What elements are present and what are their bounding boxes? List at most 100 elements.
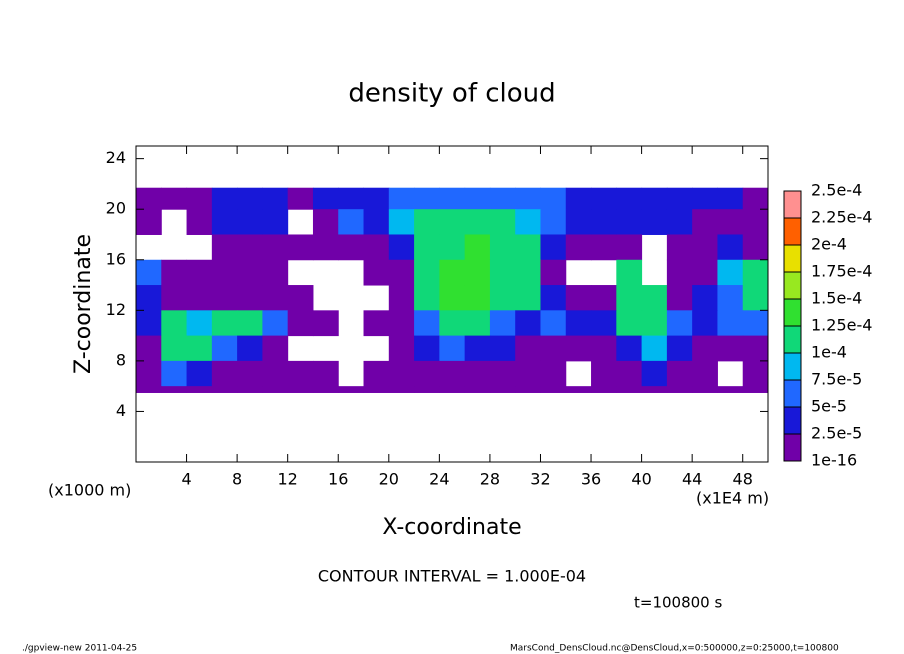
field-cell — [717, 310, 744, 337]
field-cell — [237, 285, 263, 311]
annotation: CONTOUR INTERVAL = 1.000E-04 — [318, 567, 586, 586]
field-cell — [211, 285, 238, 311]
field-cell — [515, 209, 541, 235]
field-cell — [388, 259, 415, 286]
field-cell — [591, 360, 617, 387]
x-tick-label: 24 — [429, 470, 449, 489]
field-cell — [136, 360, 162, 387]
field-cell — [186, 187, 213, 210]
field-cell — [666, 285, 693, 311]
colorbar-label: 2.25e-4 — [811, 208, 872, 227]
field-cell — [489, 360, 516, 387]
colorbar-label: 7.5e-5 — [811, 370, 862, 389]
field-cell — [565, 285, 592, 311]
field-cell — [616, 209, 643, 235]
field-cell — [616, 234, 643, 261]
field-cell — [692, 187, 718, 210]
field-cell — [262, 386, 289, 393]
field-cell — [565, 310, 592, 337]
field-cell — [565, 187, 592, 210]
colorbar-cell — [784, 434, 801, 461]
y-tick-label: 24 — [106, 148, 126, 167]
field-cell — [388, 360, 415, 387]
field-cell — [641, 209, 668, 235]
field-cell — [237, 360, 263, 387]
field-cell — [616, 360, 643, 387]
field-cell — [363, 310, 390, 337]
field-cell — [262, 259, 289, 286]
field-cell — [717, 335, 744, 362]
plot-frame — [135, 145, 769, 463]
field-cell — [591, 234, 617, 261]
field-cell — [186, 209, 213, 235]
field-cell — [439, 285, 466, 311]
y-tick-label: 16 — [106, 249, 126, 268]
field-cell — [211, 259, 238, 286]
field-cell — [616, 259, 643, 286]
x-axis-label: X-coordinate — [382, 515, 521, 540]
field-cell — [591, 386, 617, 393]
field-cell — [211, 234, 238, 261]
field-cell — [692, 209, 718, 235]
time-label: t=100800 s — [634, 594, 722, 612]
field-cell — [186, 360, 213, 387]
field-cell — [464, 209, 491, 235]
field-cell — [717, 234, 744, 261]
field-cell — [692, 234, 718, 261]
field-cell — [692, 360, 718, 387]
field-cell — [287, 187, 314, 210]
field-cell — [136, 386, 162, 393]
field-cell — [136, 187, 162, 210]
field-cell — [161, 335, 188, 362]
y-tick-label: 20 — [106, 199, 126, 218]
field-cell — [237, 209, 263, 235]
x-tick-label: 48 — [733, 470, 753, 489]
field-cell — [439, 310, 466, 337]
field-cell — [338, 187, 365, 210]
colorbar-label: 2.5e-5 — [811, 424, 862, 443]
field-cell — [515, 285, 541, 311]
field-cell — [186, 259, 213, 286]
field-cell — [262, 310, 289, 337]
field-cell — [692, 259, 718, 286]
field-cell — [540, 285, 567, 311]
field-cell — [464, 335, 491, 362]
field-cell — [666, 259, 693, 286]
colorbar-label: 1.5e-4 — [811, 289, 862, 308]
field-cell — [742, 259, 769, 286]
field-cell — [237, 310, 263, 337]
field-cell — [616, 187, 643, 210]
field-cell — [489, 386, 516, 393]
field-cell — [666, 386, 693, 393]
field-cell — [464, 187, 491, 210]
footer-left: ./gpview-new 2011-04-25 — [22, 644, 137, 654]
field-cell — [692, 386, 718, 393]
field-cell — [666, 360, 693, 387]
field-cell — [565, 234, 592, 261]
field-cell — [717, 209, 744, 235]
field-cell — [388, 310, 415, 337]
field-cell — [287, 310, 314, 337]
field-cell — [161, 187, 188, 210]
field-cell — [262, 234, 289, 261]
field-cell — [211, 209, 238, 235]
field-cell — [262, 335, 289, 362]
field-cell — [136, 285, 162, 311]
colorbar-label: 1.75e-4 — [811, 262, 872, 281]
field-cell — [515, 187, 541, 210]
field-cell — [540, 335, 567, 362]
field-cell — [262, 187, 289, 210]
field-cell — [464, 234, 491, 261]
x-unit: (x1E4 m) — [696, 489, 769, 508]
field-cell — [540, 234, 567, 261]
field-cell — [312, 386, 339, 393]
field-cell — [565, 386, 592, 393]
field-cell — [363, 360, 390, 387]
field-cell — [338, 209, 365, 235]
field-cell — [211, 187, 238, 210]
field-cell — [489, 209, 516, 235]
field-cell — [591, 310, 617, 337]
x-tick-label: 28 — [480, 470, 500, 489]
field-cell — [489, 234, 516, 261]
field-cell — [388, 187, 415, 210]
